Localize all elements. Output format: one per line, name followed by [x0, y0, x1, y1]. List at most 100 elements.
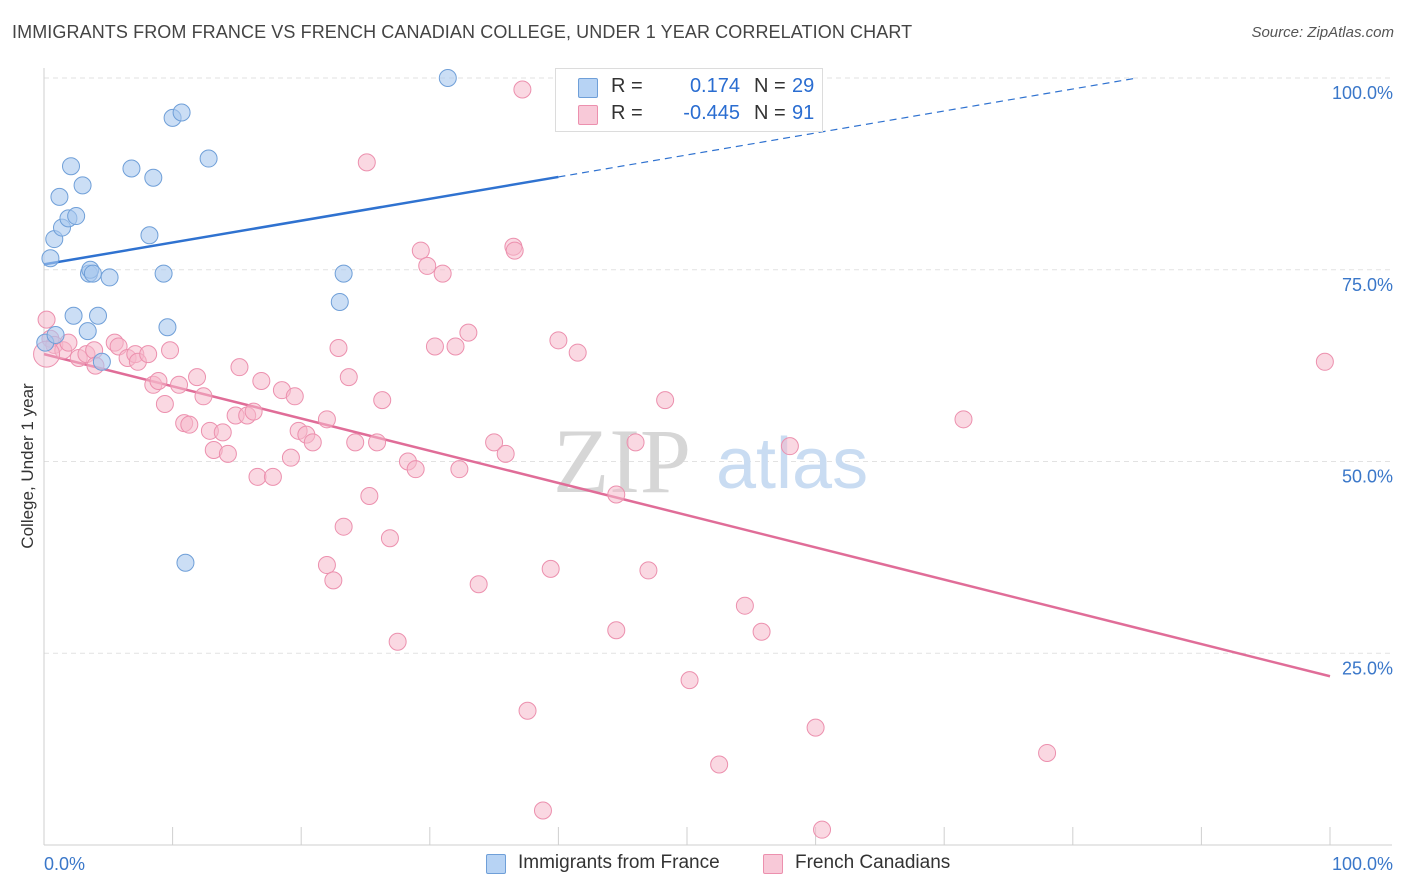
- data-point-french-canadians: [37, 310, 56, 329]
- legend-swatch-blue: [578, 78, 598, 98]
- data-point-immigrants-from-france: [158, 318, 177, 337]
- data-point-french-canadians: [244, 402, 263, 421]
- data-point-french-canadians: [213, 423, 232, 442]
- trend-line-immigrants-from-france: [43, 175, 559, 266]
- legend-r-value: -0.445: [683, 102, 740, 124]
- trend-lines: [43, 77, 1331, 678]
- data-point-immigrants-from-france: [46, 325, 65, 344]
- data-point-french-canadians: [360, 487, 379, 506]
- x-tick-label: 100.0%: [1332, 854, 1393, 874]
- data-point-french-canadians: [469, 575, 488, 594]
- data-point-immigrants-from-france: [78, 322, 97, 341]
- data-point-french-canadians: [317, 410, 336, 429]
- data-point-french-canadians: [418, 256, 437, 275]
- data-point-french-canadians: [656, 391, 675, 410]
- data-point-french-canadians: [411, 241, 430, 260]
- trend-line-french-canadians: [43, 352, 1331, 678]
- data-point-french-canadians: [735, 596, 754, 615]
- data-point-immigrants-from-france: [41, 249, 60, 268]
- data-point-french-canadians: [368, 433, 387, 452]
- data-point-immigrants-from-france: [154, 264, 173, 283]
- data-point-french-canadians: [218, 444, 237, 463]
- data-point-french-canadians: [329, 338, 348, 357]
- data-point-immigrants-from-france: [199, 149, 218, 168]
- legend-n-value: 29: [792, 75, 815, 97]
- data-point-french-canadians: [139, 345, 158, 364]
- source-credit: Source: ZipAtlas.com: [1251, 24, 1394, 41]
- trend-extension-immigrants-from-france: [558, 77, 1138, 178]
- bottom-legend-label: Immigrants from France: [518, 852, 720, 873]
- data-point-french-canadians: [155, 394, 174, 413]
- data-point-french-canadians: [339, 368, 358, 387]
- stats-legend: R = 0.174 N = 29 R = -0.445 N = 91: [555, 68, 823, 132]
- data-point-french-canadians: [607, 485, 626, 504]
- data-point-french-canadians: [496, 444, 515, 463]
- y-tick-label: 100.0%: [1332, 83, 1393, 103]
- data-point-immigrants-from-france: [100, 268, 119, 287]
- data-point-french-canadians: [303, 433, 322, 452]
- data-point-immigrants-from-france: [62, 157, 81, 176]
- data-point-immigrants-from-france: [73, 176, 92, 195]
- data-point-french-canadians: [813, 820, 832, 839]
- data-point-french-canadians: [533, 801, 552, 820]
- data-point-french-canadians: [752, 622, 771, 641]
- data-point-immigrants-from-france: [438, 69, 457, 87]
- data-point-french-canadians: [317, 556, 336, 575]
- data-point-french-canadians: [485, 433, 504, 452]
- y-tick-label: 50.0%: [1342, 467, 1393, 487]
- data-point-french-canadians: [170, 375, 189, 394]
- bottom-legend-label: French Canadians: [795, 852, 951, 873]
- data-point-french-canadians: [388, 632, 407, 651]
- data-point-immigrants-from-france: [176, 553, 195, 572]
- data-point-immigrants-from-france: [122, 159, 141, 178]
- data-point-french-canadians: [252, 371, 271, 390]
- series-immigrants-from-france: [36, 69, 457, 572]
- axes: [43, 68, 1392, 846]
- data-point-french-canadians: [149, 371, 168, 390]
- data-point-french-canadians: [1315, 352, 1334, 371]
- data-point-french-canadians: [285, 387, 304, 406]
- data-point-french-canadians: [161, 341, 180, 360]
- data-point-french-canadians: [380, 529, 399, 548]
- data-point-french-canadians: [710, 755, 729, 774]
- data-point-french-canadians: [188, 368, 207, 387]
- data-point-french-canadians: [513, 80, 532, 99]
- data-point-french-canadians: [373, 391, 392, 410]
- y-tick-label: 75.0%: [1342, 275, 1393, 295]
- data-point-french-canadians: [406, 460, 425, 479]
- data-point-french-canadians: [549, 331, 568, 350]
- data-point-immigrants-from-france: [50, 187, 69, 206]
- data-point-french-canadians: [230, 358, 249, 377]
- data-point-immigrants-from-france: [144, 168, 163, 187]
- data-point-french-canadians: [425, 337, 444, 356]
- data-point-french-canadians: [680, 671, 699, 690]
- data-point-french-canadians: [518, 701, 537, 720]
- chart-title: IMMIGRANTS FROM FRANCE VS FRENCH CANADIA…: [12, 22, 913, 42]
- data-point-french-canadians: [433, 264, 452, 283]
- y-tick-label: 25.0%: [1342, 658, 1393, 678]
- data-point-french-canadians: [541, 559, 560, 578]
- bottom-legend-swatch-blue: [486, 854, 506, 874]
- tick-labels: 25.0% 50.0% 75.0% 100.0% 0.0% 100.0%: [44, 83, 1393, 874]
- data-point-french-canadians: [568, 343, 587, 362]
- data-point-french-canadians: [263, 467, 282, 486]
- data-point-immigrants-from-france: [172, 103, 191, 122]
- data-point-french-canadians: [505, 241, 524, 260]
- data-point-immigrants-from-france: [64, 306, 83, 325]
- data-point-immigrants-from-france: [140, 226, 159, 245]
- data-point-french-canadians: [346, 433, 365, 452]
- data-point-french-canadians: [954, 410, 973, 429]
- data-point-french-canadians: [780, 437, 799, 456]
- data-point-french-canadians: [626, 433, 645, 452]
- series-french-canadians: [33, 80, 1334, 839]
- data-point-french-canadians: [248, 467, 267, 486]
- data-point-french-canadians: [180, 415, 199, 434]
- data-point-french-canadians: [1038, 743, 1057, 762]
- legend-n-label: N =: [754, 75, 786, 97]
- data-point-french-canadians: [324, 571, 343, 590]
- data-point-french-canadians: [357, 153, 376, 172]
- data-point-french-canadians: [334, 517, 353, 536]
- legend-r-value: 0.174: [689, 75, 740, 97]
- data-point-immigrants-from-france: [92, 352, 111, 371]
